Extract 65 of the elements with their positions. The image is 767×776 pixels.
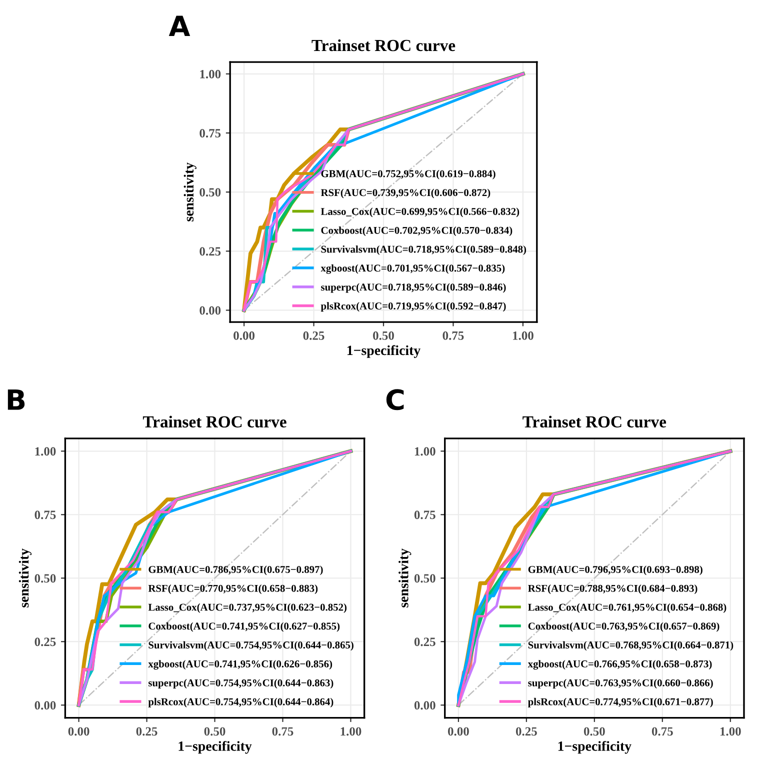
x-tick-label: 1.00 — [340, 727, 362, 736]
x-tick-label: 1.00 — [720, 727, 741, 736]
legend-label: superpc(AUC=0.763,95%CI(0.660−0.866) — [528, 679, 713, 688]
x-tick-label: 0.25 — [136, 727, 158, 736]
x-tick-label: 0.00 — [68, 727, 90, 736]
x-tick-label: 0.75 — [272, 727, 294, 736]
legend-label: Lasso_Cox(AUC=0.699,95%CI(0.566−0.832) — [320, 208, 520, 218]
legend-label: Survivalsvm(AUC=0.754,95%CI(0.644−0.865) — [148, 641, 354, 651]
chart-title: Trainset ROC curve — [522, 416, 666, 428]
y-tick-label: 0.00 — [34, 701, 56, 710]
x-axis-title: 1−specificity — [558, 740, 632, 754]
legend-label: plsRcox(AUC=0.754,95%CI(0.644−0.864) — [148, 698, 334, 708]
legend-label: GBM(AUC=0.752,95%CI(0.619−0.884) — [321, 170, 496, 180]
x-tick-label: 0.75 — [652, 727, 673, 736]
y-tick-label: 0.00 — [200, 306, 221, 315]
legend-label: GBM(AUC=0.796,95%CI(0.693−0.898) — [528, 566, 702, 576]
x-tick-label: 0.75 — [442, 331, 464, 340]
x-axis-title: 1−specificity — [347, 345, 420, 358]
legend-label: plsRcox(AUC=0.774,95%CI(0.671−0.877) — [528, 698, 713, 708]
legend-label: xgboost(AUC=0.741,95%CI(0.626−0.856) — [148, 660, 332, 670]
y-tick-label: 1.00 — [35, 447, 56, 456]
y-axis-title: sensitivity — [184, 162, 196, 222]
text: C — [386, 389, 404, 410]
text: A — [168, 16, 190, 36]
y-tick-label: 0.50 — [200, 188, 221, 197]
y-tick-label: 0.75 — [34, 510, 56, 520]
legend-label: plsRcox(AUC=0.719,95%CI(0.592−0.847) — [320, 302, 506, 312]
x-axis-title: 1−specificity — [178, 740, 252, 754]
legend-label: xgboost(AUC=0.766,95%CI(0.658−0.873) — [528, 660, 712, 670]
legend-label: Survivalsvm(AUC=0.768,95%CI(0.664−0.871) — [528, 641, 734, 651]
x-tick-label: 0.25 — [516, 727, 537, 736]
legend-label: superpc(AUC=0.718,95%CI(0.589−0.846) — [321, 283, 506, 293]
legend-label: xgboost(AUC=0.701,95%CI(0.567−0.835) — [320, 264, 505, 274]
legend-label: RSF(AUC=0.788,95%CI(0.684−0.893) — [528, 584, 698, 594]
x-tick-label: 0.50 — [584, 727, 605, 736]
legend-label: RSF(AUC=0.739,95%CI(0.606−0.872) — [320, 188, 490, 198]
legend-label: GBM(AUC=0.786,95%CI(0.675−0.897) — [148, 566, 323, 576]
y-axis-title: sensitivity — [398, 548, 412, 608]
x-tick-label: 0.25 — [303, 331, 324, 340]
legend-label: Survivalsvm(AUC=0.718,95%CI(0.589−0.848) — [321, 245, 526, 255]
y-tick-label: 0.75 — [414, 510, 436, 520]
x-tick-label: 1.00 — [513, 331, 534, 340]
legend-label: Coxboost(AUC=0.763,95%CI(0.657−0.869) — [528, 622, 720, 632]
legend-label: Coxboost(AUC=0.702,95%CI(0.570−0.834) — [321, 226, 512, 236]
y-tick-label: 0.25 — [34, 638, 56, 646]
y-tick-label: 1.00 — [200, 70, 221, 78]
y-tick-label: 0.25 — [414, 638, 436, 646]
legend-label: RSF(AUC=0.770,95%CI(0.658−0.883) — [148, 584, 318, 594]
y-tick-label: 1.00 — [414, 447, 436, 456]
x-tick-label: 0.50 — [373, 331, 394, 340]
y-tick-label: 0.50 — [414, 574, 436, 583]
legend-label: Lasso_Cox(AUC=0.761,95%CI(0.654−0.868) — [528, 603, 726, 613]
chart-title: Trainset ROC curve — [312, 39, 456, 52]
text: B — [8, 390, 25, 410]
y-tick-label: 0.00 — [414, 701, 436, 710]
x-tick-label: 0.00 — [448, 727, 469, 736]
legend-label: Lasso_Cox(AUC=0.737,95%CI(0.623−0.852) — [148, 603, 347, 613]
legend-label: superpc(AUC=0.754,95%CI(0.644−0.863) — [148, 679, 334, 688]
y-tick-label: 0.75 — [200, 129, 221, 138]
y-axis-title: sensitivity — [18, 548, 32, 608]
chart-title: Trainset ROC curve — [142, 416, 286, 428]
y-tick-label: 0.25 — [200, 247, 221, 256]
legend-label: Coxboost(AUC=0.741,95%CI(0.627−0.855) — [148, 622, 340, 632]
y-tick-label: 0.50 — [34, 574, 56, 583]
x-tick-label: 0.00 — [234, 331, 255, 340]
